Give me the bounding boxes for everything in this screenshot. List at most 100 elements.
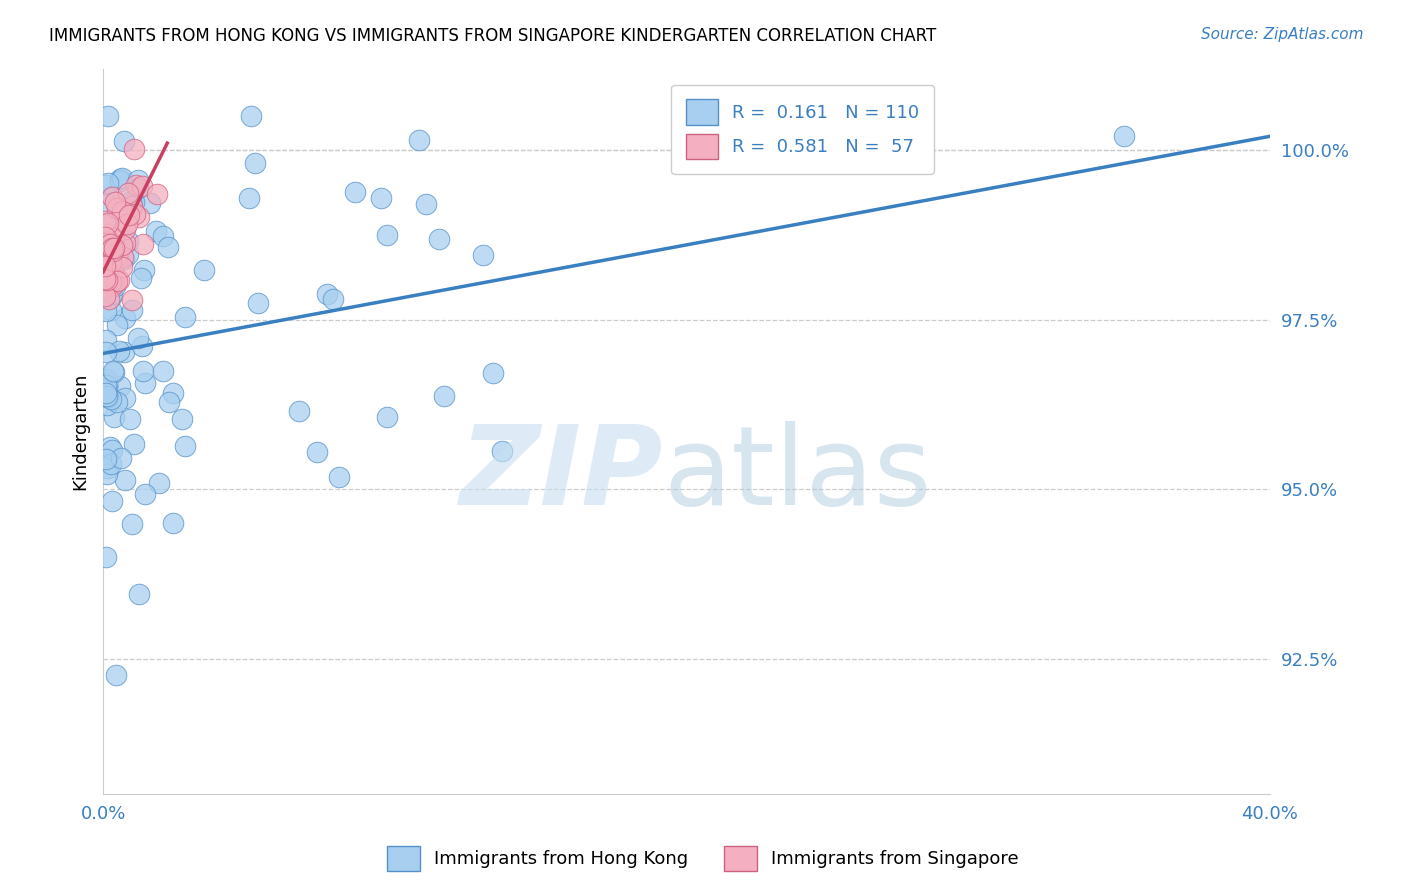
Point <box>104 268 127 283</box>
Point <box>100 286 122 301</box>
Point <box>96 227 118 242</box>
Point <box>94 377 117 392</box>
Point <box>105 249 128 263</box>
Text: Source: ZipAtlas.com: Source: ZipAtlas.com <box>1201 27 1364 42</box>
Point <box>93 259 115 273</box>
Point <box>121 199 143 213</box>
Point <box>328 470 350 484</box>
Point <box>491 444 513 458</box>
Point <box>322 292 344 306</box>
Point <box>370 191 392 205</box>
Point <box>124 207 146 221</box>
Point <box>127 173 149 187</box>
Point <box>122 437 145 451</box>
Point <box>129 271 152 285</box>
Point <box>117 186 139 200</box>
Point <box>162 516 184 530</box>
Point <box>94 451 117 466</box>
Point <box>105 395 128 409</box>
Point <box>238 191 260 205</box>
Point <box>94 197 117 211</box>
Point <box>112 134 135 148</box>
Point <box>173 439 195 453</box>
Point <box>97 263 120 277</box>
Point <box>97 460 120 475</box>
Point <box>239 109 262 123</box>
Legend: Immigrants from Hong Kong, Immigrants from Singapore: Immigrants from Hong Kong, Immigrants fr… <box>380 838 1026 879</box>
Point <box>122 195 145 210</box>
Point <box>96 233 118 247</box>
Point <box>111 260 134 274</box>
Point <box>97 176 120 190</box>
Point <box>97 275 120 289</box>
Point <box>97 376 120 391</box>
Point <box>101 262 124 277</box>
Point <box>134 487 156 501</box>
Point <box>97 390 120 404</box>
Point <box>94 279 117 293</box>
Point <box>122 143 145 157</box>
Point <box>94 385 117 400</box>
Point <box>100 189 122 203</box>
Point <box>114 391 136 405</box>
Point <box>105 201 128 215</box>
Point <box>100 290 122 304</box>
Point <box>100 255 122 269</box>
Point <box>117 247 139 261</box>
Point <box>94 252 117 267</box>
Point <box>139 196 162 211</box>
Point <box>101 277 124 292</box>
Point <box>96 304 118 318</box>
Point <box>118 411 141 425</box>
Point <box>94 344 117 359</box>
Text: ZIP: ZIP <box>460 422 664 528</box>
Point <box>120 194 142 208</box>
Point <box>97 293 120 307</box>
Point <box>98 234 121 248</box>
Point <box>162 386 184 401</box>
Point <box>344 185 367 199</box>
Point <box>105 318 128 332</box>
Legend: R =  0.161   N = 110, R =  0.581   N =  57: R = 0.161 N = 110, R = 0.581 N = 57 <box>671 85 934 174</box>
Point <box>94 219 117 233</box>
Point <box>134 376 156 391</box>
Y-axis label: Kindergarten: Kindergarten <box>72 373 89 490</box>
Point <box>132 236 155 251</box>
Point <box>110 379 132 393</box>
Point <box>111 203 134 218</box>
Point <box>103 244 125 258</box>
Point <box>94 237 117 252</box>
Point <box>103 409 125 424</box>
Text: atlas: atlas <box>664 422 932 528</box>
Point <box>114 236 136 251</box>
Point <box>105 274 128 288</box>
Point <box>1112 129 1135 144</box>
Point <box>93 279 115 293</box>
Point <box>98 440 121 454</box>
Point <box>100 302 122 317</box>
Point <box>121 516 143 531</box>
Point <box>121 293 143 308</box>
Point <box>100 237 122 252</box>
Point <box>128 210 150 224</box>
Point <box>127 330 149 344</box>
Point <box>96 273 118 287</box>
Point <box>101 494 124 508</box>
Point <box>110 174 132 188</box>
Point <box>93 260 115 275</box>
Point <box>93 214 115 228</box>
Point <box>128 587 150 601</box>
Point <box>157 394 180 409</box>
Point <box>103 364 125 378</box>
Point <box>152 228 174 243</box>
Point <box>93 230 115 244</box>
Point <box>103 269 125 284</box>
Point <box>408 133 430 147</box>
Point <box>93 272 115 286</box>
Point <box>97 216 120 230</box>
Point <box>96 398 118 412</box>
Point <box>131 364 153 378</box>
Point <box>94 334 117 348</box>
Point <box>115 218 138 232</box>
Point <box>100 189 122 203</box>
